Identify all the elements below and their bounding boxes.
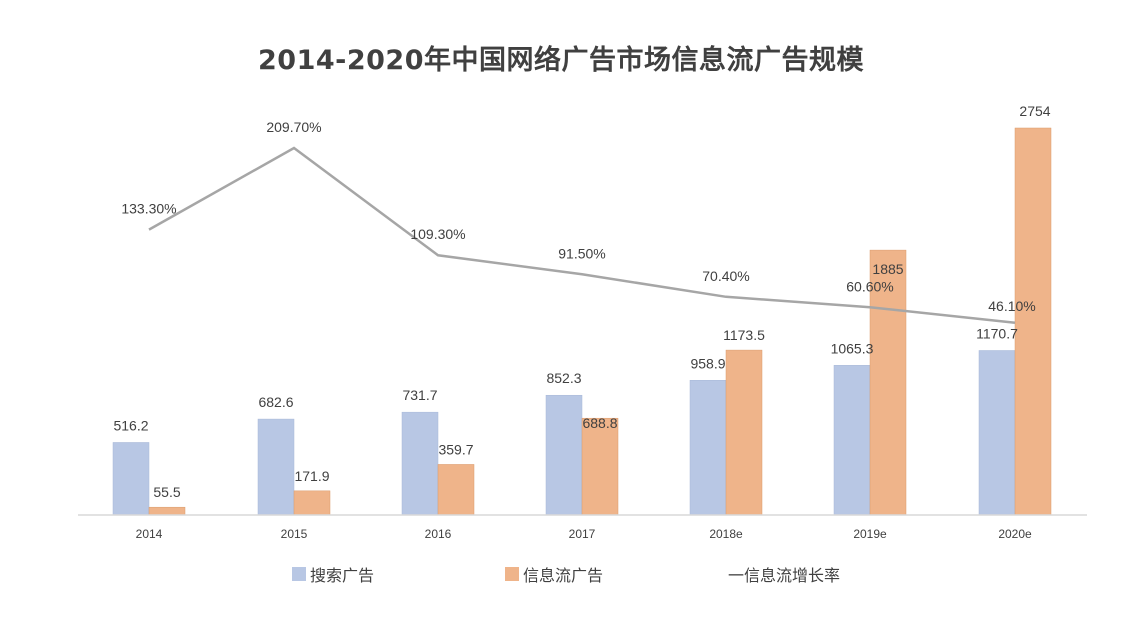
- data-label-search-2015: 682.6: [258, 394, 293, 410]
- bar-search-2018e: [689, 380, 727, 516]
- data-label-search-2014: 516.2: [113, 417, 148, 433]
- growth-label-2020e: 46.10%: [988, 298, 1035, 314]
- data-label-search-2018e: 958.9: [690, 355, 725, 371]
- growth-label-2017: 91.50%: [558, 245, 605, 261]
- growth-line: [148, 146, 1016, 324]
- growth-label-2014: 133.30%: [121, 201, 176, 217]
- chart-title: 2014-2020年中国网络广告市场信息流广告规模: [258, 45, 864, 76]
- bar-search-2015: [257, 418, 295, 516]
- growth-label-2015: 209.70%: [266, 119, 321, 135]
- legend-label-search: 搜索广告: [310, 566, 375, 585]
- growth-label-2018e: 70.40%: [702, 268, 749, 284]
- legend: 搜索广告 信息流广告 一信息流增长率: [0, 562, 1122, 586]
- x-tick-label-2020e: 2020e: [998, 527, 1032, 541]
- data-label-feed-2017: 688.8: [582, 415, 617, 431]
- chart-canvas: 2014 516.2 55.5 2015 682.6 171.9 2016 731.7 359.…: [78, 103, 1087, 541]
- legend-label-feed: 信息流广告: [523, 566, 604, 585]
- x-tick-label-2019e: 2019e: [853, 527, 887, 541]
- labels-layer: 2014 516.2 55.5 2015 682.6 171.9 2016 731.7 359.…: [113, 103, 1050, 541]
- bar-search-2019e: [833, 365, 871, 516]
- bar-feed-2019e: [869, 249, 907, 516]
- bar-search-2017: [545, 394, 583, 516]
- legend-swatch-search: [292, 567, 306, 581]
- growth-label-2016: 109.30%: [410, 226, 465, 242]
- data-label-search-2017: 852.3: [546, 370, 581, 386]
- data-label-feed-2015: 171.9: [294, 468, 329, 484]
- bar-search-2014: [112, 442, 150, 516]
- growth-line-layer: [148, 146, 1016, 324]
- bars-layer: [112, 127, 1052, 516]
- x-tick-label-2018e: 2018e: [709, 527, 743, 541]
- legend-label-growth: 一信息流增长率: [728, 566, 841, 585]
- bar-feed-2020e: [1014, 127, 1052, 516]
- x-tick-label-2016: 2016: [425, 527, 452, 541]
- bar-search-2016: [401, 411, 439, 516]
- data-label-feed-2014: 55.5: [153, 484, 180, 500]
- legend-item-growth: 一信息流增长率: [728, 562, 840, 586]
- growth-label-2019e: 60.60%: [846, 278, 893, 294]
- data-label-search-2016: 731.7: [402, 387, 437, 403]
- data-label-search-2020e: 1170.7: [976, 325, 1018, 341]
- legend-item-feed: 信息流广告: [505, 562, 603, 586]
- data-label-feed-2020e: 2754: [1019, 103, 1050, 119]
- x-tick-label-2017: 2017: [569, 527, 596, 541]
- x-tick-label-2015: 2015: [281, 527, 308, 541]
- bar-feed-2018e: [725, 349, 763, 516]
- bar-feed-2016: [437, 464, 475, 516]
- data-label-search-2019e: 1065.3: [831, 340, 874, 356]
- bar-feed-2014: [148, 506, 186, 516]
- x-tick-label-2014: 2014: [136, 527, 163, 541]
- bar-feed-2015: [293, 490, 331, 516]
- legend-swatch-feed: [505, 567, 519, 581]
- bar-feed-2017: [581, 417, 619, 516]
- legend-item-search: 搜索广告: [292, 562, 374, 586]
- data-label-feed-2018e: 1173.5: [723, 327, 765, 343]
- data-label-feed-2016: 359.7: [438, 441, 473, 457]
- data-label-feed-2019e: 1885: [872, 261, 903, 277]
- bar-search-2020e: [978, 350, 1016, 516]
